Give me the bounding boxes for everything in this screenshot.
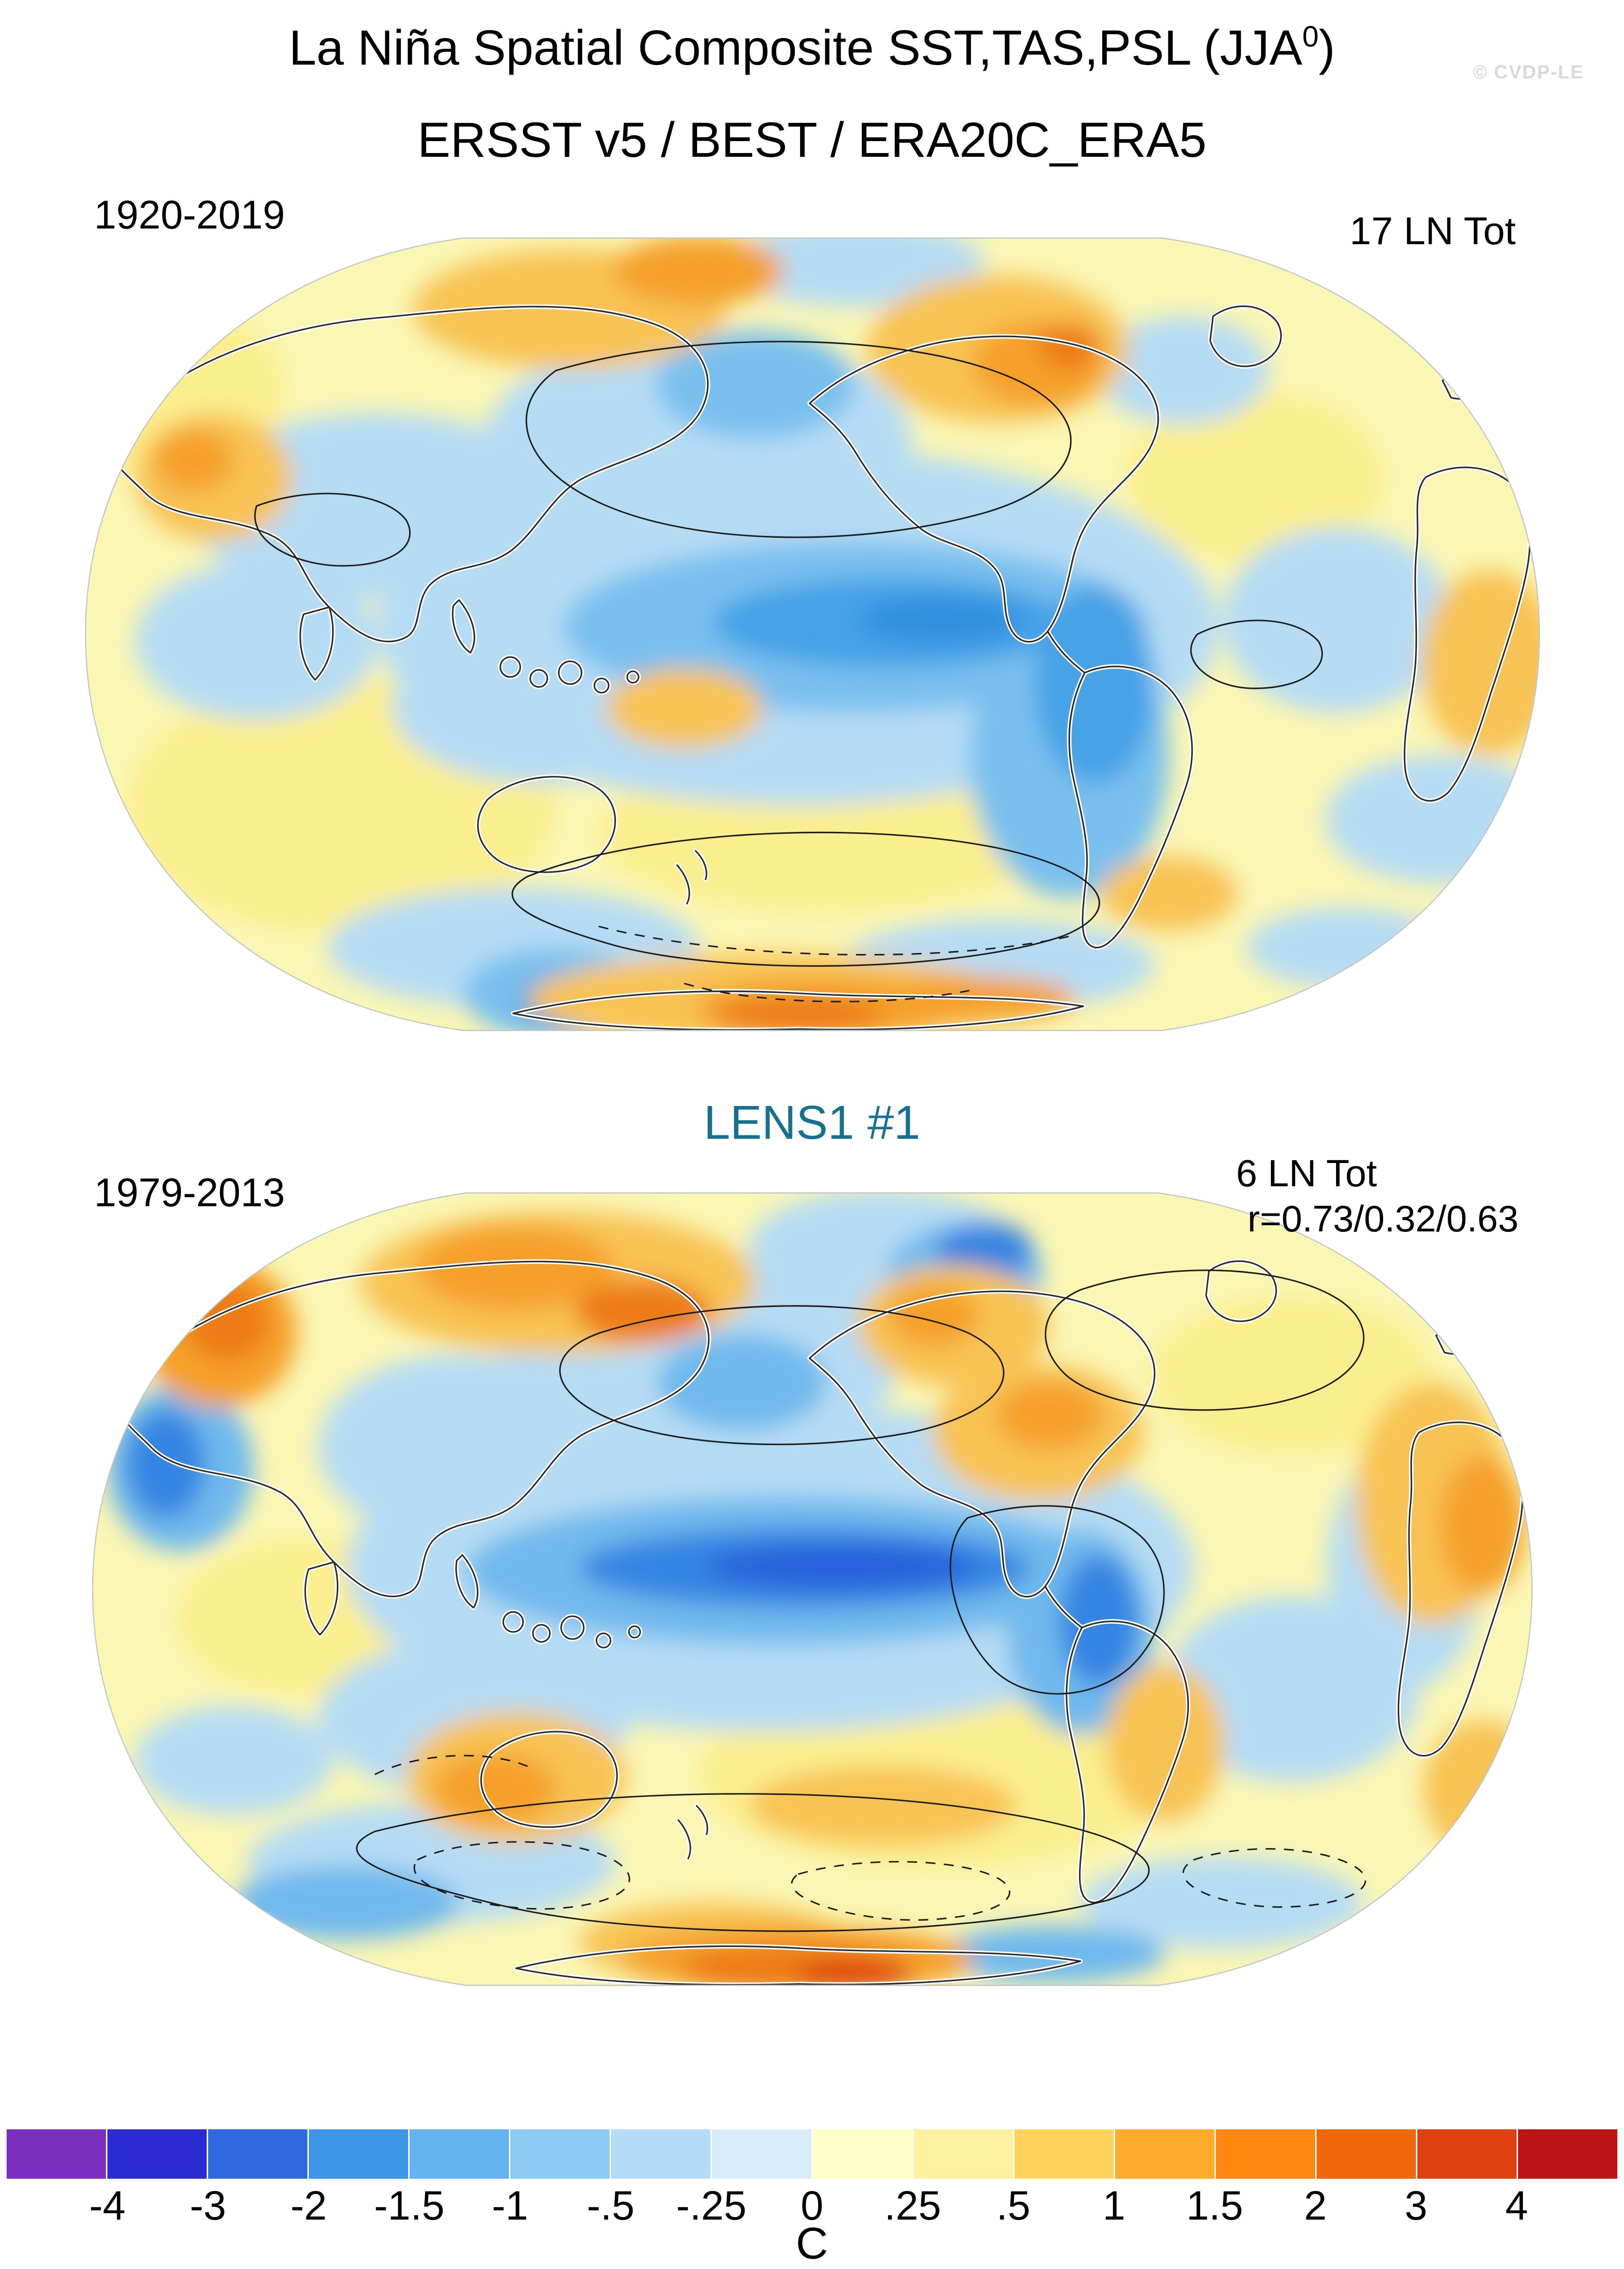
colorbar-segment xyxy=(7,2129,106,2179)
colorbar-unit: C xyxy=(796,2218,828,2268)
colorbar-segment xyxy=(1115,2129,1214,2179)
panel2-period: 1979-2013 xyxy=(94,1170,285,1215)
panel2-title: LENS1 #1 xyxy=(704,1096,920,1149)
colorbar-segment xyxy=(1316,2129,1416,2179)
colorbar-tick-label: 1.5 xyxy=(1186,2183,1243,2229)
colorbar-segment xyxy=(712,2129,812,2179)
colorbar-tick-label: -.5 xyxy=(587,2183,635,2229)
map-outline xyxy=(85,237,1540,1031)
colorbar-labels: -4 -3 -2 -1.5 -1 -.5 -.25 0 .25 .5 1 1.5 2 3 4 xyxy=(7,2183,1617,2229)
map-observations xyxy=(85,237,1540,1031)
colorbar-tick-label: -4 xyxy=(89,2183,126,2229)
colorbar-segment xyxy=(1417,2129,1517,2179)
colorbar-tick-label: 1 xyxy=(1102,2183,1126,2229)
colorbar-segment xyxy=(812,2129,912,2179)
colorbar-tick-label: 0 xyxy=(801,2183,823,2229)
colorbar-tick-label: .25 xyxy=(884,2183,941,2229)
psl-contours-lens1 xyxy=(356,1269,1366,1932)
colorbar-tick-label: -2 xyxy=(290,2183,327,2229)
colorbar-segment xyxy=(410,2129,509,2179)
page-title-main: La Niña Spatial Composite SST,TAS,PSL (J… xyxy=(288,20,1302,76)
map-outline xyxy=(92,1192,1533,1986)
colorbar-segment xyxy=(510,2129,610,2179)
panel2-pattern-correlation: r=0.73/0.32/0.63 xyxy=(1247,1198,1519,1239)
colorbar-tick-label: -1.5 xyxy=(374,2183,445,2229)
colorbar-segment xyxy=(208,2129,308,2179)
colorbar-tick-label: -3 xyxy=(190,2183,226,2229)
colorbar-tick-label: 4 xyxy=(1505,2183,1528,2229)
psl-contours-observations xyxy=(254,341,1323,1002)
colorbar-segment xyxy=(1518,2129,1617,2179)
colorbar-tick-label: 3 xyxy=(1404,2183,1428,2229)
page-title: La Niña Spatial Composite SST,TAS,PSL (J… xyxy=(0,20,1624,76)
colorbar-tick-label: 2 xyxy=(1304,2183,1327,2229)
colorbar-segment xyxy=(611,2129,711,2179)
page-title-close: ) xyxy=(1318,20,1336,76)
colorbar-segment xyxy=(1014,2129,1114,2179)
colorbar-segment xyxy=(309,2129,409,2179)
colorbar-segment xyxy=(1215,2129,1315,2179)
panel1-event-count: 17 LN Tot xyxy=(1349,210,1516,253)
anomaly-field-observations xyxy=(86,238,1539,1030)
colorbar-tick-label: -1 xyxy=(492,2183,528,2229)
colorbar-tick-label: .5 xyxy=(996,2183,1031,2229)
panel1-period: 1920-2019 xyxy=(94,192,285,237)
colorbar-segment xyxy=(913,2129,1013,2179)
title-superscript: 0 xyxy=(1302,20,1319,53)
dataset-subtitle: ERSST v5 / BEST / ERA20C_ERA5 xyxy=(417,113,1207,168)
cvdp-watermark: © CVDP-LE xyxy=(1472,62,1584,83)
panel2-event-count: 6 LN Tot xyxy=(1236,1152,1377,1194)
colorbar-swatches xyxy=(7,2129,1617,2179)
colorbar-tick-label: -.25 xyxy=(676,2183,747,2229)
colorbar-segment xyxy=(107,2129,207,2179)
map-lens1 xyxy=(92,1192,1533,1986)
